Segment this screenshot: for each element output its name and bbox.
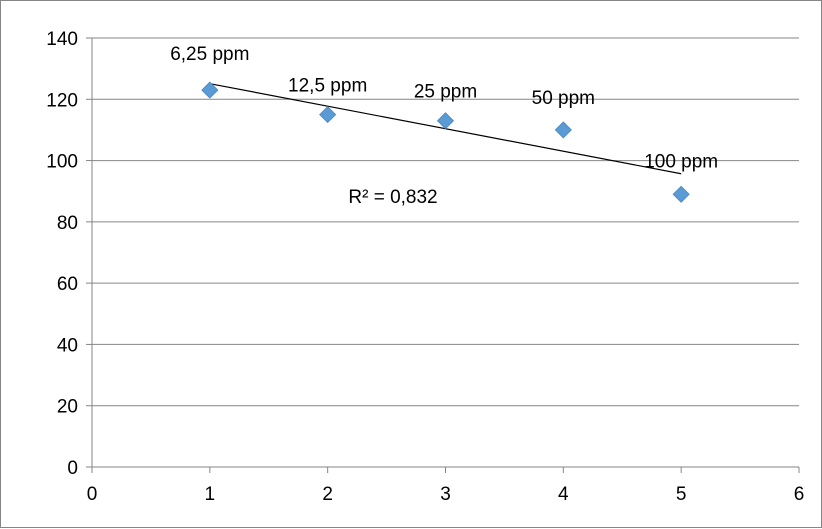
data-point-2 [319,106,337,124]
y-tick-label-40: 40 [57,335,78,356]
data-label-5: 100 ppm [644,151,718,172]
data-label-3: 25 ppm [414,82,477,103]
y-tick-label-0: 0 [67,458,78,479]
data-label-4: 50 ppm [532,88,595,109]
y-tick-label-100: 100 [46,152,78,173]
y-tick-label-80: 80 [57,213,78,234]
x-tick-label-5: 5 [676,484,687,505]
data-label-2: 12,5 ppm [288,76,367,97]
data-point-4 [554,121,572,139]
y-tick-label-140: 140 [46,29,78,50]
data-labels: 6,25 ppm 12,5 ppm 25 ppm 50 ppm 100 ppm [170,44,718,172]
r-squared-annotation: R² = 0,832 [348,187,437,208]
axes: 0 20 40 60 80 100 120 140 0 1 2 3 4 5 6 [46,29,804,505]
gridlines [92,37,799,407]
y-tick-label-120: 120 [46,90,78,111]
data-point-3 [436,112,455,130]
y-tick-label-20: 20 [57,397,78,418]
data-point-1 [201,81,219,99]
x-tick-label-1: 1 [205,484,216,505]
x-tick-label-3: 3 [440,484,451,505]
x-tick-label-0: 0 [87,484,98,505]
data-points [201,81,690,203]
y-tick-label-60: 60 [57,274,78,295]
x-tick-label-4: 4 [558,484,569,505]
data-label-1: 6,25 ppm [170,44,249,65]
x-tick-label-2: 2 [322,484,333,505]
x-tick-label-6: 6 [794,484,805,505]
data-point-5 [672,185,690,203]
